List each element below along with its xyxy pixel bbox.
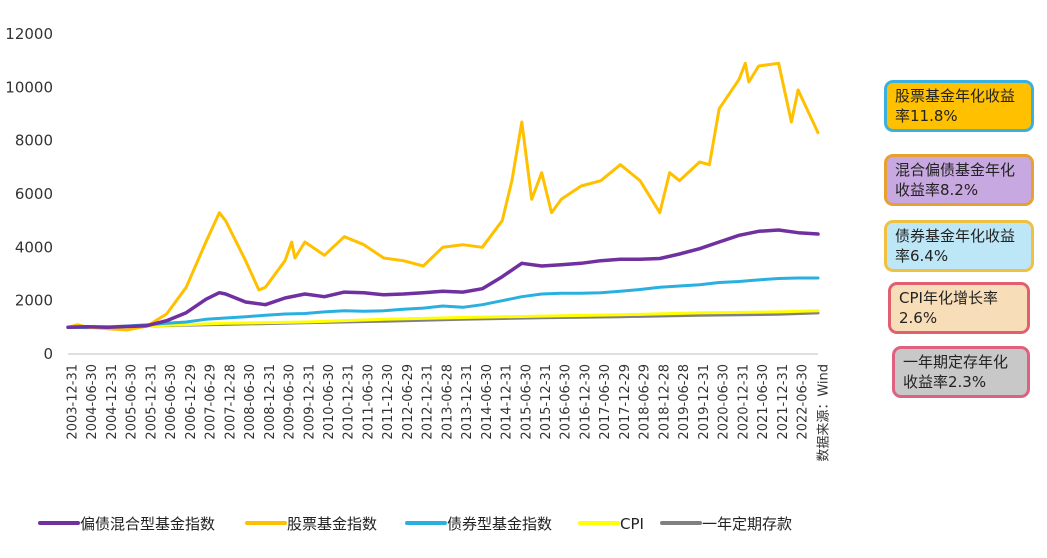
x-tick-label: 2021-06-30 bbox=[756, 364, 771, 440]
series-line-1 bbox=[66, 61, 820, 332]
y-axis-ticks: 0 2000 4000 6000 8000 10000 12000 bbox=[5, 25, 53, 363]
x-tick-label: 2011-12-30 bbox=[381, 364, 396, 440]
x-axis-ticks: 2003-12-31 2004-06-30 2004-12-31 2005-06-30… bbox=[66, 364, 811, 440]
series-line-3 bbox=[66, 309, 820, 329]
x-tick-label: 2003-12-31 bbox=[66, 364, 81, 440]
y-tick-label: 2000 bbox=[15, 292, 53, 310]
y-tick-label: 4000 bbox=[15, 238, 53, 256]
series-line-0 bbox=[66, 228, 820, 330]
x-tick-label: 2014-12-31 bbox=[500, 364, 515, 440]
x-tick-label: 2016-06-30 bbox=[559, 364, 574, 440]
x-tick-label: 2013-06-28 bbox=[440, 364, 455, 440]
x-tick-label: 2017-12-29 bbox=[618, 364, 633, 440]
y-tick-label: 6000 bbox=[15, 185, 53, 203]
x-tick-label: 2012-12-31 bbox=[421, 364, 436, 440]
x-tick-label: 2006-12-29 bbox=[184, 364, 199, 440]
x-tick-label: 2016-12-30 bbox=[578, 364, 593, 440]
legend-label: 偏债混合型基金指数 bbox=[80, 515, 215, 533]
legend: 偏债混合型基金指数 股票基金指数 债券型基金指数 CPI 一年定期存款 bbox=[38, 515, 792, 533]
x-tick-label: 2005-12-31 bbox=[144, 364, 159, 440]
x-tick-label: 2008-06-30 bbox=[243, 364, 258, 440]
x-tick-label: 2019-06-28 bbox=[677, 364, 692, 440]
x-tick-label: 2015-12-31 bbox=[539, 364, 554, 440]
x-tick-label: 2009-12-31 bbox=[302, 364, 317, 440]
x-tick-label: 2017-06-30 bbox=[598, 364, 613, 440]
x-tick-label: 2011-06-30 bbox=[361, 364, 376, 440]
legend-label: 股票基金指数 bbox=[287, 515, 377, 533]
series-line-2 bbox=[66, 276, 820, 330]
x-tick-label: 2009-06-30 bbox=[283, 364, 298, 440]
x-tick-label: 2021-12-31 bbox=[776, 364, 791, 440]
x-tick-label: 2010-12-31 bbox=[342, 364, 357, 440]
x-tick-label: 2007-12-28 bbox=[223, 364, 238, 440]
x-tick-label: 2018-12-28 bbox=[657, 364, 672, 440]
y-tick-label: 0 bbox=[43, 345, 53, 363]
x-tick-label: 2010-06-30 bbox=[322, 364, 337, 440]
x-tick-label: 2020-06-30 bbox=[717, 364, 732, 440]
legend-label: CPI bbox=[620, 515, 644, 533]
x-tick-label: 2020-12-31 bbox=[736, 364, 751, 440]
x-tick-label: 2004-06-30 bbox=[85, 364, 100, 440]
series-lines bbox=[66, 61, 820, 332]
callout-equity: 股票基金年化收益率11.8% bbox=[884, 80, 1034, 132]
callout-bond: 债券基金年化收益率6.4% bbox=[884, 220, 1034, 272]
y-tick-label: 8000 bbox=[15, 132, 53, 150]
x-tick-label: 2019-12-31 bbox=[697, 364, 712, 440]
x-tick-label: 2004-12-31 bbox=[105, 364, 120, 440]
legend-label: 一年定期存款 bbox=[702, 515, 792, 533]
callout-cpi: CPI年化增长率2.6% bbox=[888, 282, 1030, 334]
x-tick-label: 2005-06-30 bbox=[125, 364, 140, 440]
callout-mixed-bond: 混合偏债基金年化收益率8.2% bbox=[884, 154, 1034, 206]
x-tick-label: 2015-06-30 bbox=[519, 364, 534, 440]
y-tick-label: 12000 bbox=[5, 25, 53, 43]
x-tick-label: 2014-06-30 bbox=[480, 364, 495, 440]
x-tick-label: 2007-06-29 bbox=[204, 364, 219, 440]
x-tick-label: 2018-06-29 bbox=[638, 364, 653, 440]
callout-deposit: 一年期定存年化收益率2.3% bbox=[892, 346, 1030, 398]
x-tick-label: 2008-12-31 bbox=[263, 364, 278, 440]
source-note: 数据来源：Wind bbox=[817, 364, 832, 462]
x-tick-label: 2013-12-31 bbox=[460, 364, 475, 440]
x-tick-label: 2022-06-30 bbox=[796, 364, 811, 440]
x-tick-label: 2012-06-29 bbox=[401, 364, 416, 440]
y-tick-label: 10000 bbox=[5, 78, 53, 96]
legend-label: 债券型基金指数 bbox=[447, 515, 552, 533]
x-tick-label: 2006-06-30 bbox=[164, 364, 179, 440]
